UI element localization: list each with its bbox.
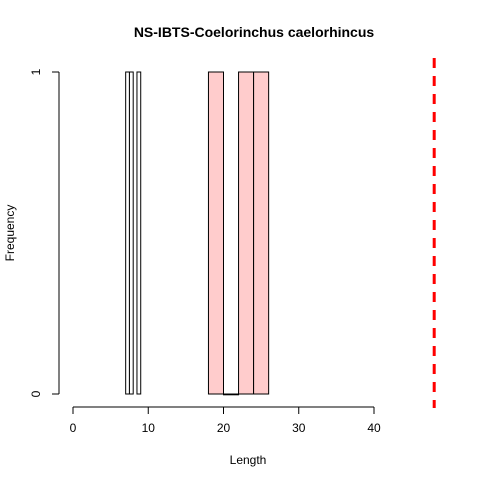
histogram-bar: [224, 394, 239, 395]
bars-layer: [126, 72, 269, 395]
y-tick-label: 1: [29, 68, 43, 75]
y-axis-label: Frequency: [3, 205, 17, 262]
x-axis-label: Length: [230, 453, 267, 467]
x-tick-label: 0: [70, 421, 77, 435]
y-axis: 01: [29, 68, 59, 397]
x-tick-label: 20: [217, 421, 231, 435]
x-tick-label: 40: [367, 421, 381, 435]
x-axis: 0 10 20 30 40: [70, 407, 381, 435]
x-tick-label: 30: [292, 421, 306, 435]
histogram-bar: [254, 72, 269, 394]
histogram-bar: [126, 72, 130, 394]
histogram-bar: [208, 72, 223, 394]
histogram-bar: [137, 72, 141, 394]
x-tick-label: 10: [142, 421, 156, 435]
chart-title: NS-IBTS-Coelorinchus caelorhincus: [134, 24, 375, 40]
histogram-bar: [239, 72, 254, 394]
y-tick-label: 0: [29, 390, 43, 397]
histogram-bar: [129, 72, 133, 394]
